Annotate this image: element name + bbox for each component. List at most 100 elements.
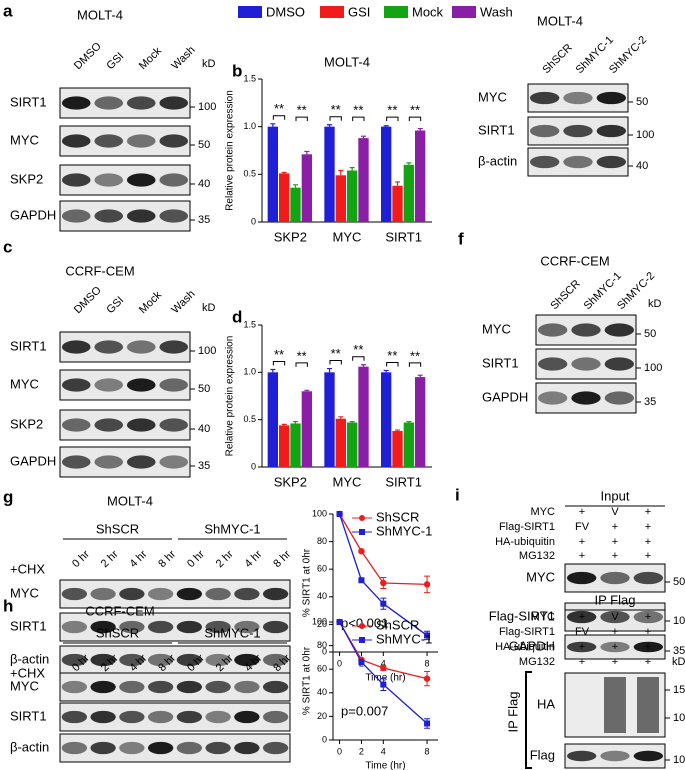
band <box>159 418 189 432</box>
annotation: p<0.001 <box>341 615 388 630</box>
row-label: MYC <box>482 321 511 336</box>
lane-label: Wash <box>169 288 197 316</box>
bar <box>347 422 358 467</box>
x-tick-label: SKP2 <box>274 229 307 244</box>
treatment-label: +CHX <box>10 561 45 576</box>
error-bar <box>349 167 355 171</box>
point <box>424 720 431 727</box>
band <box>530 124 560 138</box>
legend-marker <box>359 623 365 629</box>
error-bar <box>361 135 366 139</box>
x-tick-label: 2 <box>359 746 364 756</box>
sig-bracket <box>295 362 308 367</box>
significance-label: ** <box>331 102 341 117</box>
band <box>234 680 260 694</box>
band <box>262 741 289 755</box>
condition-value: + <box>645 656 651 668</box>
panel-letter: a <box>3 1 13 20</box>
band <box>604 323 634 337</box>
band <box>147 680 174 694</box>
lane-label: DMSO <box>72 284 104 316</box>
group-label: ShSCR <box>96 625 139 640</box>
lane-label: 2 hr <box>99 548 121 570</box>
band <box>604 357 634 371</box>
row-label: Flag-SIRT1 <box>489 608 555 623</box>
band <box>633 750 663 762</box>
marker-label: 35 <box>673 645 685 657</box>
y-tick-label: 0 <box>322 734 327 744</box>
point <box>423 675 431 682</box>
band <box>119 653 145 667</box>
legend-swatch <box>320 6 344 18</box>
blot-title: MOLT-4 <box>77 7 123 22</box>
y-axis-label: % SIRT1 at 0hr <box>302 646 313 715</box>
series-line <box>338 513 428 636</box>
row-label: SKP2 <box>10 171 43 186</box>
band <box>600 750 630 762</box>
condition-value: FV <box>575 626 590 638</box>
marker-label: 100 <box>636 129 654 141</box>
x-tick-label: 0 <box>337 658 342 668</box>
unit-label: kD <box>648 298 662 310</box>
band <box>596 91 626 105</box>
treatment-label: +CHX <box>10 665 45 680</box>
row-label: GAPDH <box>509 638 555 653</box>
legend-swatch <box>452 6 476 18</box>
condition-value: + <box>579 550 585 562</box>
unit-label: kD <box>672 656 685 668</box>
band <box>61 455 91 469</box>
marker-label: 50 <box>673 576 685 588</box>
sig-bracket <box>272 115 286 120</box>
y-tick-label: 80 <box>317 640 327 650</box>
lane-label: DMSO <box>72 40 104 72</box>
significance-label: ** <box>387 348 397 363</box>
row-label: SIRT1 <box>10 94 47 109</box>
point <box>380 681 387 688</box>
condition-value: + <box>579 506 585 518</box>
lane-label: 8 hr <box>271 548 293 570</box>
bar <box>392 185 403 222</box>
row-label: GAPDH <box>10 207 56 222</box>
condition-label: HA-ubiquitin <box>495 536 555 548</box>
band <box>205 653 231 667</box>
band <box>147 653 174 667</box>
point <box>358 659 365 666</box>
y-axis-label: Relative protein expression <box>225 90 236 211</box>
lane-label: 4 hr <box>243 548 265 570</box>
band <box>61 741 88 755</box>
legend-marker <box>359 515 365 521</box>
x-tick-label: SIRT1 <box>385 229 422 244</box>
group-label: ShSCR <box>96 521 139 536</box>
condition-value: + <box>612 641 618 653</box>
marker-label: 35 <box>198 214 210 226</box>
row-label: SIRT1 <box>10 618 47 633</box>
sig-bracket <box>272 360 286 366</box>
band <box>90 680 116 694</box>
band <box>159 209 189 223</box>
significance-label: ** <box>410 103 420 118</box>
legend-marker <box>359 529 365 535</box>
x-tick-label: SKP2 <box>274 474 307 489</box>
band <box>126 173 156 187</box>
error-bar <box>417 127 423 131</box>
band <box>159 173 189 187</box>
point <box>336 511 343 517</box>
band <box>61 418 91 432</box>
y-tick-label: 1.5 <box>243 319 256 329</box>
condition-value: V <box>611 611 619 623</box>
row-label: SIRT1 <box>10 338 47 353</box>
bar <box>403 164 414 222</box>
row-label: β-actin <box>10 651 49 666</box>
panel-letter: h <box>3 596 13 615</box>
significance-label: ** <box>297 348 307 363</box>
band <box>159 378 189 392</box>
marker-label: 50 <box>644 328 656 340</box>
band <box>119 710 145 724</box>
lane-label: Mock <box>137 45 164 72</box>
band <box>147 741 174 755</box>
sig-bracket <box>352 116 365 122</box>
band <box>119 680 145 694</box>
band <box>563 91 593 105</box>
sig-bracket <box>408 362 422 367</box>
band <box>234 620 260 634</box>
